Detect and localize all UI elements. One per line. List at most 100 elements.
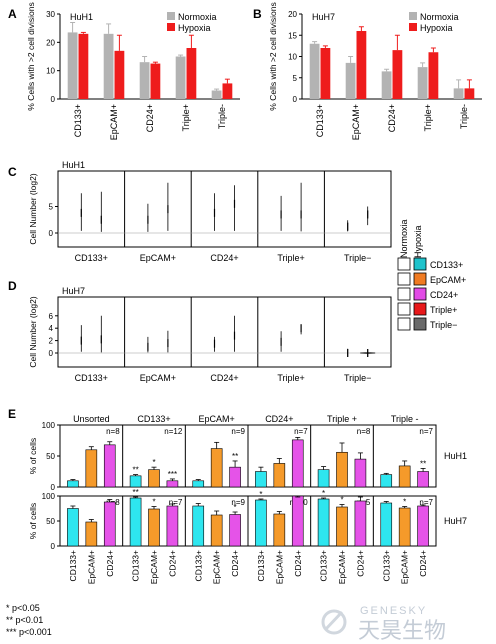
bar-E — [336, 451, 348, 488]
bar-B — [381, 71, 392, 99]
y-tick-label-E: 0 — [51, 483, 56, 492]
x-tick-label-A: CD133+ — [73, 104, 83, 137]
n-label-E: n=8 — [357, 427, 371, 436]
significance-E: ** — [132, 488, 138, 497]
significance-E: * — [259, 490, 262, 499]
x-tick-label-E: EpCAM+ — [337, 550, 347, 584]
significance-E: *** — [168, 470, 177, 479]
legend-header-hypoxia: Hypoxia — [413, 225, 423, 258]
legend-swatch-hypoxia — [413, 272, 427, 286]
x-tick-label-A: Triple+ — [181, 104, 191, 131]
row-label-E: HuH7 — [444, 516, 467, 526]
bar-B — [453, 88, 464, 99]
bar-E — [192, 505, 205, 547]
group-header-E: EpCAM+ — [199, 414, 235, 424]
bar-E — [129, 475, 142, 488]
bar-E — [166, 505, 179, 547]
y-tick-label-E: 50 — [46, 517, 55, 526]
bar-A — [114, 50, 125, 99]
x-tick-label-B: Triple+ — [423, 104, 433, 131]
bar-E — [67, 508, 79, 547]
x-tick-label-A: Triple- — [217, 104, 227, 129]
bar-E — [398, 507, 411, 547]
watermark-chinese: 天昊生物 — [358, 618, 446, 642]
significance-E: * — [234, 503, 237, 512]
bar-E — [129, 497, 142, 547]
bar-E — [148, 469, 160, 488]
y-tick-label-D: 6 — [49, 312, 54, 321]
bar-B — [417, 67, 428, 99]
significance-E: * — [152, 458, 155, 467]
x-tick-label-D: EpCAM+ — [140, 373, 176, 383]
bar-E — [103, 444, 116, 488]
y-tick-label-E: 0 — [51, 542, 56, 551]
footnote-p005: * p<0.05 — [6, 603, 40, 613]
bar-E — [103, 501, 116, 547]
y-tick-label-B: 10 — [288, 53, 297, 62]
legend-swatch-A — [167, 23, 175, 31]
bar-A — [150, 63, 161, 99]
y-tick-label-C: 0 — [49, 229, 54, 238]
y-axis-label-C: Cell Number (log2) — [28, 173, 38, 244]
y-tick-label-C: 5 — [49, 203, 54, 212]
y-tick-label-D: 2 — [49, 337, 54, 346]
y-tick-label-B: 15 — [288, 31, 297, 40]
y-tick-label-B: 0 — [293, 95, 298, 104]
x-tick-label-E: CD133+ — [319, 550, 329, 581]
legend-swatch-B — [409, 23, 417, 31]
x-tick-label-E: CD24+ — [105, 550, 115, 577]
legend-label-B: Normoxia — [420, 12, 459, 22]
x-tick-label-E: CD133+ — [131, 550, 141, 581]
significance-E: ** — [232, 452, 238, 461]
x-tick-label-C: CD133+ — [75, 253, 108, 263]
panel-letter-b: B — [253, 7, 262, 21]
bar-B — [356, 31, 367, 99]
group-header-E: CD24+ — [265, 414, 293, 424]
x-tick-label-E: EpCAM+ — [149, 550, 159, 584]
y-tick-label-D: 4 — [49, 324, 54, 333]
n-label-E: n=9 — [231, 427, 245, 436]
x-tick-label-E: CD133+ — [68, 550, 78, 581]
legend-swatch-normoxia — [397, 287, 411, 301]
x-tick-label-A: EpCAM+ — [109, 104, 119, 140]
significance-E: * — [322, 489, 325, 498]
legend-swatch-hypoxia — [413, 257, 427, 271]
n-label-E: n=9 — [231, 498, 245, 507]
x-tick-label-E: CD24+ — [230, 550, 240, 577]
footnote-p001: ** p<0.01 — [6, 615, 44, 625]
y-tick-label-E: 100 — [42, 421, 56, 430]
bar-E — [317, 469, 330, 488]
bar-E — [192, 480, 205, 488]
bar-E — [229, 514, 241, 547]
bar-E — [354, 500, 367, 547]
group-header-E: CD133+ — [137, 414, 170, 424]
legend-swatch-A — [167, 12, 175, 20]
bar-A — [211, 90, 222, 99]
bar-A — [139, 62, 150, 99]
y-tick-label-E: 100 — [42, 492, 56, 501]
x-tick-label-E: CD133+ — [381, 550, 391, 581]
legend-swatch-B — [409, 12, 417, 20]
bar-E — [229, 466, 241, 488]
bar-E — [255, 471, 267, 488]
x-tick-label-E: EpCAM+ — [86, 550, 96, 584]
bar-E — [67, 480, 79, 488]
legend-swatch-normoxia — [397, 317, 411, 331]
x-tick-label-D: CD133+ — [75, 373, 108, 383]
group-header-E: Triple + — [327, 414, 357, 424]
x-tick-label-E: EpCAM+ — [274, 550, 284, 584]
bar-B — [345, 62, 356, 99]
y-tick-label-A: 20 — [46, 38, 55, 47]
x-tick-label-E: CD24+ — [355, 550, 365, 577]
bar-E — [380, 502, 393, 547]
bar-E — [417, 471, 429, 488]
legend-label-B: Hypoxia — [420, 23, 453, 33]
x-tick-label-E: CD133+ — [193, 550, 203, 581]
bar-A — [222, 83, 233, 99]
significance-E: ** — [420, 459, 426, 468]
bar-E — [255, 499, 267, 547]
watermark-logo-icon — [321, 609, 347, 635]
bar-E — [380, 474, 393, 488]
legend-swatch-normoxia — [397, 257, 411, 271]
legend-label: CD24+ — [430, 290, 458, 300]
